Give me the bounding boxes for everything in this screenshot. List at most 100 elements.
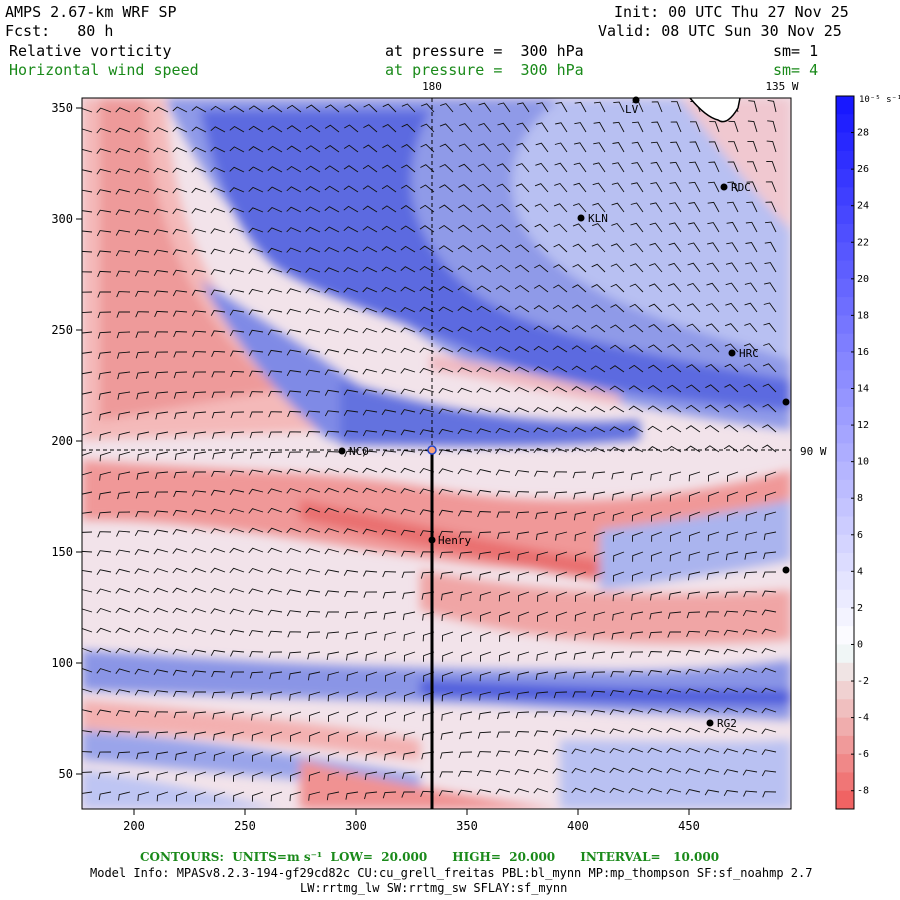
wind-barb (766, 161, 777, 173)
wind-barb (420, 103, 435, 113)
wind-barb (115, 148, 131, 154)
wind-barb (346, 771, 359, 781)
wind-barb (324, 185, 340, 193)
wind-barb (153, 147, 169, 153)
wind-barb (555, 531, 568, 541)
wind-barb (556, 591, 568, 602)
station-label: RDC (731, 181, 751, 194)
wind-barb (135, 331, 150, 338)
wind-barb (400, 488, 416, 494)
wind-barb (534, 223, 549, 233)
wind-barb (400, 286, 416, 293)
wind-barb (460, 671, 473, 682)
wind-barb (590, 728, 606, 735)
wind-barb (763, 531, 777, 541)
wind-barb (533, 386, 549, 393)
wind-barb (346, 751, 359, 762)
wind-barb (82, 230, 93, 233)
wind-barb (324, 590, 340, 597)
colorbar-segment (836, 315, 854, 335)
wind-barb (457, 489, 473, 496)
wind-barb (574, 631, 587, 641)
wind-barb (248, 547, 264, 554)
wind-barb (533, 345, 549, 353)
wind-barb (704, 668, 720, 675)
field2-level: at pressure = 300 hPa (385, 61, 584, 79)
wind-barb (98, 791, 112, 801)
wind-barb (211, 350, 226, 357)
wind-barb (689, 141, 701, 153)
wind-barb (649, 611, 663, 620)
wind-barb (286, 610, 302, 617)
wind-barb (631, 141, 644, 153)
wind-barb (630, 471, 644, 481)
wind-barb (438, 387, 454, 394)
wind-barb (612, 121, 625, 133)
x-tick-label: 450 (678, 819, 700, 833)
colorbar-segment (836, 571, 854, 591)
wind-barb (590, 324, 606, 333)
wind-barb (553, 471, 568, 478)
wind-barb (134, 689, 150, 696)
wind-barb (307, 671, 321, 681)
wind-barb (552, 304, 568, 313)
wind-barb (534, 264, 549, 273)
wind-barb (495, 387, 511, 393)
wind-barb (82, 771, 93, 773)
wind-barb (305, 145, 321, 153)
wind-barb (267, 547, 283, 554)
wind-barb (267, 288, 283, 295)
wind-barb (631, 162, 644, 173)
colorbar-tick-label: 24 (857, 201, 869, 212)
wind-barb (117, 411, 131, 421)
wind-barb (724, 363, 739, 373)
wind-barb (400, 429, 416, 436)
wind-barb (210, 587, 226, 594)
wind-barb (267, 125, 283, 133)
wind-barb (173, 331, 188, 338)
wind-barb (647, 747, 663, 754)
wind-barb (420, 771, 435, 779)
wind-barb (211, 470, 226, 477)
wind-barb (743, 404, 758, 413)
wind-barb (705, 384, 720, 393)
wind-barb (499, 631, 511, 642)
wind-barb (629, 303, 644, 313)
wind-barb (384, 731, 397, 742)
wind-barb (609, 709, 625, 715)
wind-barb (116, 731, 131, 738)
wind-barb (479, 571, 492, 581)
init-time: Init: 00 UTC Thu 27 Nov 25 (614, 3, 849, 21)
wind-barb (609, 344, 625, 353)
wind-barb (117, 391, 131, 400)
wind-barb (575, 571, 587, 582)
wind-barb (723, 727, 739, 734)
wind-barb (685, 688, 701, 694)
wind-barb (400, 245, 416, 253)
wind-barb (497, 122, 511, 133)
wind-barb (685, 747, 701, 754)
wind-barb (495, 427, 511, 434)
wind-barb (403, 711, 416, 722)
colorbar-segment (836, 223, 854, 243)
wind-barb (591, 263, 606, 273)
wind-barb (286, 589, 302, 596)
y-tick-label: 200 (51, 434, 73, 448)
wind-barb (742, 707, 758, 714)
wind-barb (97, 291, 112, 298)
wind-barb (592, 491, 606, 500)
wind-barb (518, 611, 530, 622)
wind-barb (535, 122, 549, 133)
wind-barb (553, 243, 568, 253)
wind-barb (155, 391, 169, 400)
wind-barb (706, 571, 720, 580)
wind-barb (211, 371, 226, 378)
wind-barb (136, 411, 150, 420)
wind-barb (707, 242, 720, 253)
wind-barb (267, 166, 283, 173)
wind-barb (458, 531, 473, 538)
wind-barb (192, 371, 207, 378)
wind-barb (590, 406, 606, 413)
wind-barb (251, 791, 264, 802)
wind-barb (666, 688, 682, 695)
